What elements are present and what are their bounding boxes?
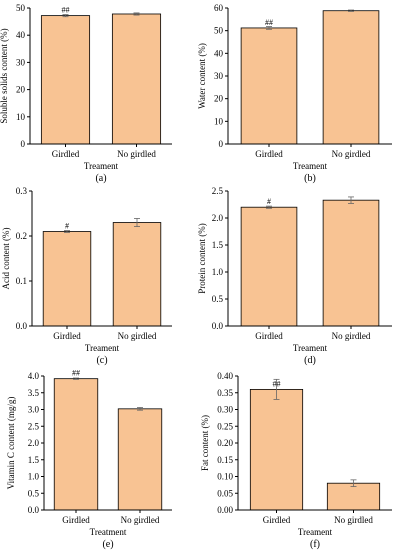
panel-b-y-tick-label-7: 60 — [214, 3, 224, 13]
panel-f-y-tick-label-9: 0.40 — [217, 371, 233, 381]
panel-b-label: (b) — [304, 173, 316, 184]
panel-d-bar-2 — [322, 199, 380, 327]
panel-c-y-axis-label: Acid content (%) — [1, 228, 11, 290]
panel-a-y-tick-label-1: 0 — [21, 139, 26, 149]
panel-a-y-tick-label-3: 20 — [16, 85, 26, 95]
panel-a-significance-label-1: ## — [62, 6, 70, 15]
panel-e-bar-2 — [117, 408, 163, 511]
panel-a-y-tick-label-4: 30 — [16, 57, 26, 67]
panel-f-y-tick-label-5: 0.20 — [217, 438, 233, 448]
panel-e-x-axis-label: Treatment — [90, 527, 127, 537]
panel-c-x-tick-label-1: Girdled — [53, 331, 81, 341]
panel-d-x-tick-label-2: No girdled — [332, 331, 371, 341]
panel-e-y-tick-label-7: 3.0 — [28, 405, 40, 415]
panel-b-y-tick-label-6: 50 — [214, 26, 224, 36]
panel-f-y-tick-label-7: 0.30 — [217, 405, 233, 415]
panel-c-significance-label-1: # — [65, 222, 69, 231]
panel-c-bar-2 — [112, 222, 162, 327]
panel-e-x-tick-label-1: Girdled — [62, 515, 90, 525]
panel-a-y-axis-label: Soluble solids content (%) — [0, 28, 9, 123]
panel-e-y-tick-label-1: 0.0 — [28, 505, 40, 515]
panel-b-x-tick-label-1: Girdled — [255, 149, 283, 159]
panel-d-x-axis-label: Treament — [293, 343, 328, 353]
panel-b-y-tick-label-3: 20 — [214, 94, 224, 104]
panel-a-x-tick-label-1: Girdled — [52, 149, 80, 159]
panel-b-bar-1 — [240, 27, 298, 145]
panel-d-y-tick-label-3: 1.0 — [212, 267, 224, 277]
panel-d-y-tick-label-1: 0.0 — [212, 321, 224, 331]
panel-e-x-tick-label-2: No girdled — [121, 515, 160, 525]
panel-e-significance-label-1: ## — [72, 369, 80, 378]
panel-b-x-tick-label-2: No girdled — [332, 149, 371, 159]
panel-a-y-tick-label-2: 10 — [16, 112, 26, 122]
panel-a-x-axis-label: Treament — [84, 161, 119, 171]
panel-a-bar-2 — [111, 13, 162, 145]
panel-b-significance-label-1: ## — [265, 18, 273, 27]
panel-f-x-axis-label: Treament — [298, 527, 333, 537]
panel-f-y-tick-label-6: 0.25 — [217, 421, 233, 431]
panel-b-bar-2 — [322, 10, 380, 145]
panel-a-label: (a) — [95, 173, 106, 184]
panel-b-x-axis-label: Treament — [293, 161, 328, 171]
panel-e-bar-1 — [53, 378, 99, 511]
panel-d-y-tick-label-2: 0.5 — [212, 294, 224, 304]
panel-d-y-tick-label-4: 1.5 — [212, 240, 224, 250]
panel-e-label: (e) — [102, 539, 113, 550]
panel-e-y-tick-label-3: 1.0 — [28, 472, 40, 482]
panel-b-y-axis-label: Water content (%) — [197, 43, 207, 109]
panel-c-x-tick-label-2: No girdled — [118, 331, 157, 341]
panel-c-label: (c) — [96, 355, 107, 366]
panel-e-y-tick-label-6: 2.5 — [28, 421, 40, 431]
panel-c-y-tick-label-2: 0.1 — [16, 276, 27, 286]
panel-b-y-tick-label-4: 30 — [214, 71, 224, 81]
panel-a-y-tick-label-5: 40 — [16, 30, 26, 40]
panel-d-y-axis-label: Protein content (%) — [197, 223, 207, 293]
panel-f-y-tick-label-8: 0.35 — [217, 388, 233, 398]
panel-f-y-tick-label-3: 0.10 — [217, 472, 233, 482]
panel-c-y-tick-label-1: 0.0 — [16, 321, 28, 331]
panel-c-y-tick-label-4: 0.3 — [16, 186, 28, 196]
panel-f-y-tick-label-2: 0.05 — [217, 488, 233, 498]
panel-b-y-tick-label-1: 0 — [219, 139, 224, 149]
panel-c-bar-1 — [42, 231, 92, 327]
panel-f-x-tick-label-2: No girdled — [334, 515, 373, 525]
panel-f-label: (f) — [310, 539, 320, 550]
panel-f-y-tick-label-4: 0.15 — [217, 455, 233, 465]
panel-e-y-tick-label-5: 2.0 — [28, 438, 40, 448]
panel-a-y-tick-label-6: 50 — [16, 3, 26, 13]
panel-d-significance-label-1: # — [267, 197, 271, 206]
panel-b-y-tick-label-5: 40 — [214, 48, 224, 58]
panel-b-y-tick-label-2: 10 — [214, 116, 224, 126]
panel-f-y-axis-label: Fat content (%) — [200, 415, 210, 471]
panel-e-y-axis-label: Vitamin C content (mg/g) — [6, 397, 16, 490]
panel-f-bar-1 — [249, 388, 304, 511]
panel-e-y-tick-label-4: 1.5 — [28, 455, 40, 465]
panel-d-label: (d) — [304, 355, 316, 366]
panel-a-x-tick-label-2: No girdled — [117, 149, 156, 159]
panel-e-y-tick-label-2: 0.5 — [28, 488, 40, 498]
panel-e-y-tick-label-8: 3.5 — [28, 388, 40, 398]
panel-d-x-tick-label-1: Girdled — [255, 331, 283, 341]
panel-e-y-tick-label-9: 4.0 — [28, 371, 40, 381]
panel-a-bar-1 — [40, 15, 91, 145]
panel-f-bar-2 — [326, 482, 381, 511]
panel-d-y-tick-label-5: 2.0 — [212, 213, 224, 223]
panel-d-y-tick-label-6: 2.5 — [212, 186, 224, 196]
panel-c-y-tick-label-3: 0.2 — [16, 231, 27, 241]
panel-d-bar-1 — [240, 206, 298, 327]
panel-c-x-axis-label: Treament — [85, 343, 120, 353]
panel-f-y-tick-label-1: 0.00 — [217, 505, 233, 515]
panel-f-significance-label-1: ## — [273, 379, 281, 388]
panel-f-x-tick-label-1: Girdled — [263, 515, 291, 525]
